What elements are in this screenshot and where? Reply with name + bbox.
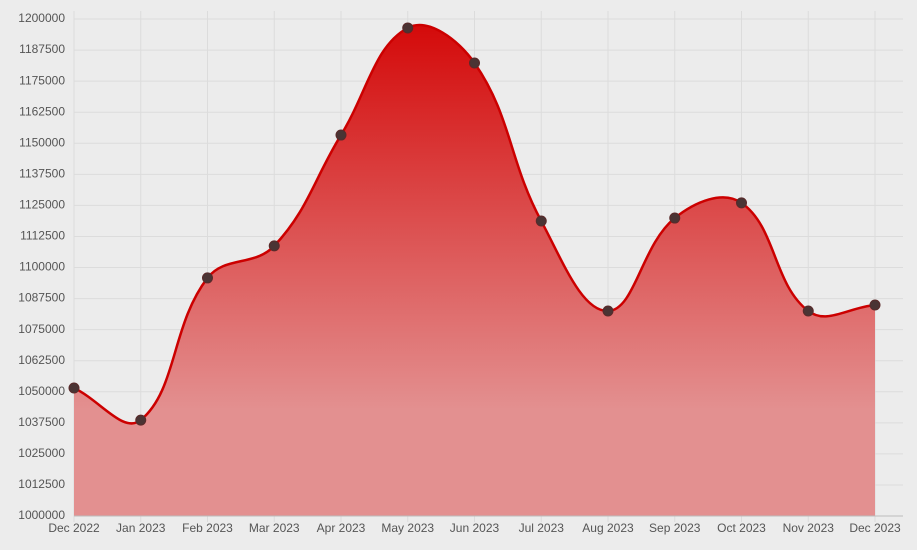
y-tick-label: 1037500 — [18, 415, 65, 429]
y-tick-label: 1125000 — [19, 198, 65, 212]
x-tick-label: Oct 2023 — [717, 521, 766, 535]
point — [335, 129, 347, 141]
x-tick-label: Sep 2023 — [649, 521, 701, 535]
y-tick-label: 1150000 — [19, 135, 65, 149]
x-tick-label: Feb 2023 — [182, 521, 233, 535]
point — [469, 57, 480, 69]
x-tick-label: Apr 2023 — [317, 521, 366, 535]
y-tick-label: 1175000 — [19, 73, 65, 87]
area-fill — [74, 25, 875, 516]
y-tick-label: 1075000 — [18, 322, 65, 336]
point — [268, 240, 280, 252]
point — [202, 272, 213, 284]
y-tick-label: 1137500 — [19, 166, 65, 180]
y-tick-label: 1000000 — [18, 508, 65, 522]
y-tick-label: 1012500 — [18, 477, 65, 491]
point — [602, 305, 614, 317]
y-tick-label: 1087500 — [18, 291, 65, 305]
x-tick-label: Aug 2023 — [582, 521, 634, 535]
point — [869, 299, 881, 311]
y-tick-label: 1200000 — [18, 11, 65, 25]
y-tick-label: 1062500 — [18, 353, 65, 367]
point — [736, 197, 747, 209]
x-tick-label: May 2023 — [381, 521, 434, 535]
y-tick-label: 1112500 — [20, 229, 65, 243]
x-tick-label: Jun 2023 — [450, 521, 500, 535]
x-tick-label: Nov 2023 — [783, 521, 835, 535]
y-tick-label: 1100000 — [19, 260, 65, 274]
x-tick-label: Dec 2023 — [849, 521, 901, 535]
point — [535, 215, 547, 227]
y-tick-label: 1162500 — [19, 104, 65, 118]
y-tick-label: 1050000 — [18, 384, 65, 398]
point — [669, 212, 681, 224]
x-tick-label: Jul 2023 — [519, 521, 565, 535]
y-tick-label: 1025000 — [18, 446, 65, 460]
x-tick-label: Mar 2023 — [249, 521, 300, 535]
point — [135, 414, 147, 426]
point — [402, 22, 414, 34]
x-tick-label: Jan 2023 — [116, 521, 166, 535]
point — [802, 305, 814, 317]
point — [68, 382, 80, 394]
y-tick-label: 1187500 — [19, 42, 65, 56]
x-tick-label: Dec 2022 — [48, 521, 100, 535]
